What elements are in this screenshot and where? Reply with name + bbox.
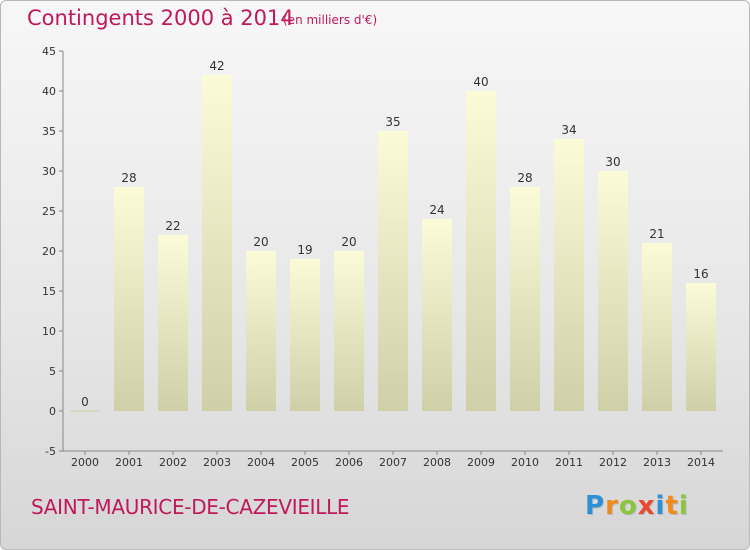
x-tick-label: 2002 [159, 456, 187, 469]
y-tick-label: 15 [42, 285, 56, 298]
x-tick-label: 2014 [687, 456, 715, 469]
data-label: 20 [341, 235, 356, 249]
x-tick-label: 2004 [247, 456, 275, 469]
data-label: 34 [561, 123, 576, 137]
data-label: 42 [209, 59, 224, 73]
bar [246, 251, 276, 411]
x-tick-label: 2007 [379, 456, 407, 469]
x-tick-label: 2013 [643, 456, 671, 469]
y-tick-label: 20 [42, 245, 56, 258]
bar [158, 235, 188, 411]
x-tick-label: 2011 [555, 456, 583, 469]
data-label: 35 [385, 115, 400, 129]
bar [422, 219, 452, 411]
bar [290, 259, 320, 411]
chart-title: Contingents 2000 à 2014 [27, 6, 294, 30]
x-tick-label: 2010 [511, 456, 539, 469]
data-label: 20 [253, 235, 268, 249]
chart-subtitle: (en milliers d'€) [283, 13, 378, 27]
y-tick-label: 0 [49, 405, 56, 418]
bar [70, 410, 100, 412]
proxiti-logo: Proxiti [585, 491, 689, 521]
y-tick-label: 45 [42, 45, 56, 58]
logo-letter: o [618, 491, 638, 521]
x-tick-label: 2005 [291, 456, 319, 469]
x-tick-label: 2008 [423, 456, 451, 469]
y-tick-label: -5 [45, 445, 56, 458]
bar [554, 139, 584, 411]
data-label: 30 [605, 155, 620, 169]
y-tick-label: 40 [42, 85, 56, 98]
y-tick-label: 30 [42, 165, 56, 178]
data-label: 28 [517, 171, 532, 185]
data-label: 28 [121, 171, 136, 185]
bar [598, 171, 628, 411]
x-tick-label: 2009 [467, 456, 495, 469]
commune-name: SAINT-MAURICE-DE-CAZEVIEILLE [31, 495, 350, 519]
logo-letter: r [605, 491, 619, 521]
bar [466, 91, 496, 411]
y-tick-label: 35 [42, 125, 56, 138]
x-tick-label: 2003 [203, 456, 231, 469]
logo-letter: i [655, 491, 666, 521]
data-label: 24 [429, 203, 444, 217]
bar [378, 131, 408, 411]
data-label: 22 [165, 219, 180, 233]
data-label: 16 [693, 267, 708, 281]
bar [510, 187, 540, 411]
bar [642, 243, 672, 411]
data-label: 21 [649, 227, 664, 241]
data-label: 40 [473, 75, 488, 89]
bar [334, 251, 364, 411]
x-tick-label: 2001 [115, 456, 143, 469]
logo-letter: t [665, 491, 679, 521]
x-tick-label: 2000 [71, 456, 99, 469]
y-tick-label: 10 [42, 325, 56, 338]
bar [686, 283, 716, 411]
x-tick-label: 2012 [599, 456, 627, 469]
data-label: 0 [81, 395, 89, 409]
logo-letter: x [637, 491, 656, 521]
y-tick-label: 5 [49, 365, 56, 378]
bar [114, 187, 144, 411]
logo-letter: i [678, 491, 689, 521]
x-tick-label: 2006 [335, 456, 363, 469]
data-label: 19 [297, 243, 312, 257]
logo-letter: P [585, 491, 606, 521]
y-tick-label: 25 [42, 205, 56, 218]
bar [202, 75, 232, 411]
